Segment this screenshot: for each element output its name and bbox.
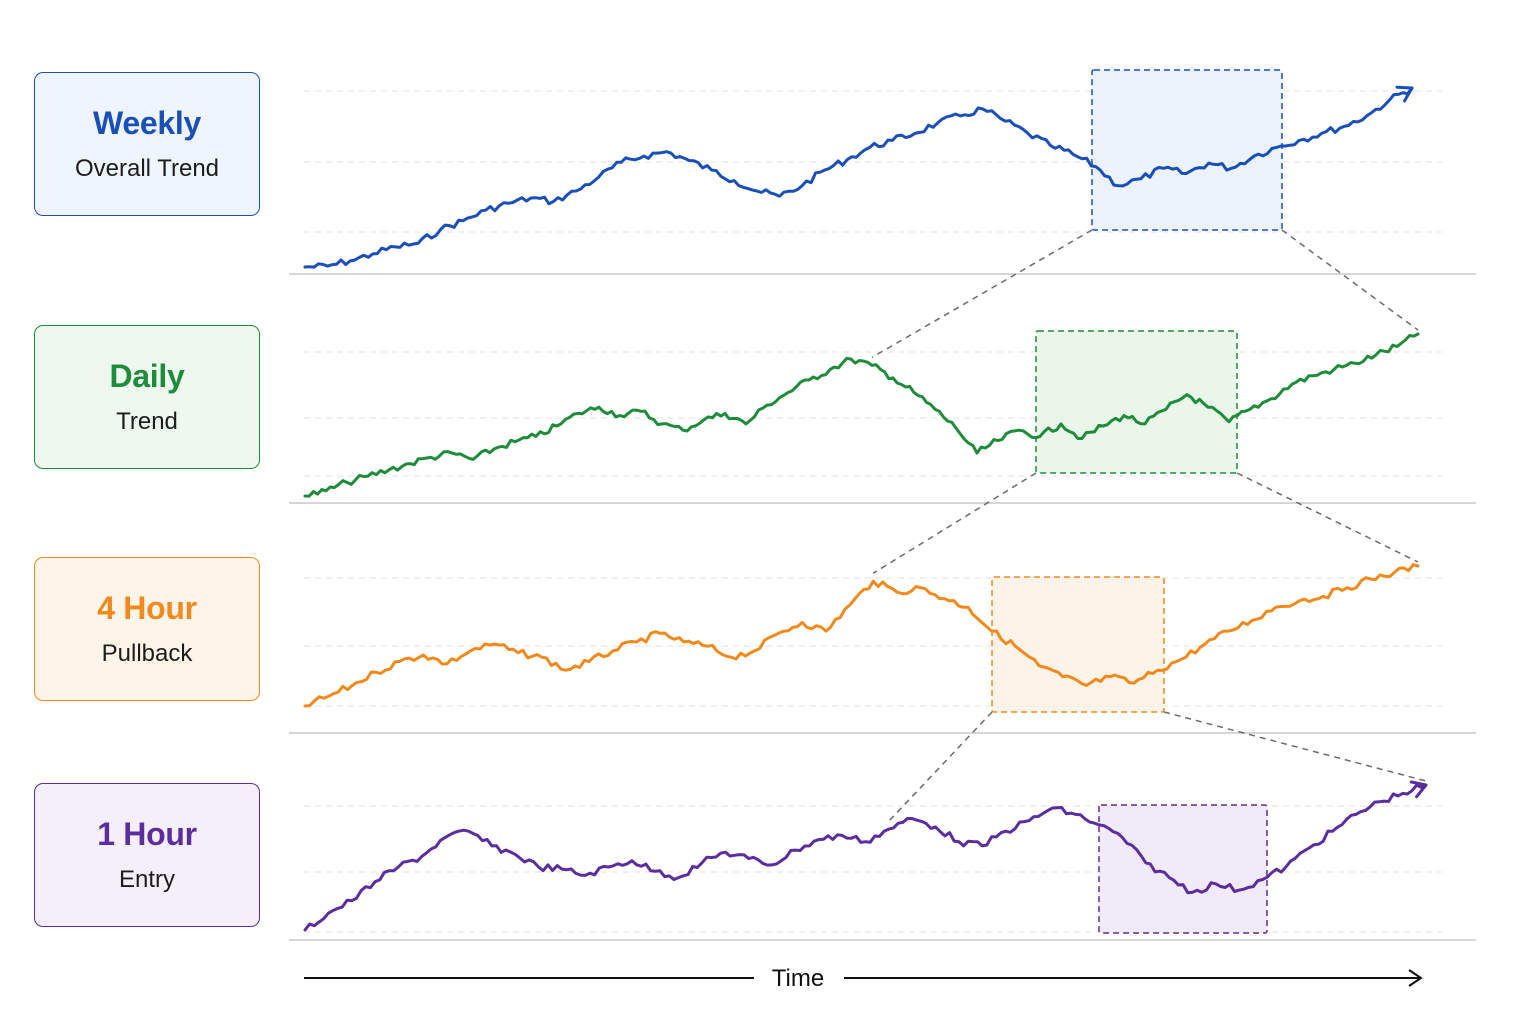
four-hour-price-line <box>303 563 1420 708</box>
four-hour-title: 4 Hour <box>97 590 197 626</box>
daily-to-four-hour-connector-right <box>1236 472 1419 563</box>
weekly-to-daily-connector-right <box>1281 229 1419 331</box>
weekly-price-line <box>303 86 1414 269</box>
weekly-subtitle: Overall Trend <box>74 155 220 182</box>
daily-subtitle: Trend <box>116 408 178 435</box>
x-axis-label: Time <box>772 965 824 992</box>
four-hour-to-one-hour-connector-left <box>888 711 993 822</box>
connector-layer <box>871 229 1427 822</box>
one-hour-subtitle: Entry <box>118 866 175 893</box>
daily-title: Daily <box>109 358 185 394</box>
four-hour-to-one-hour-connector-right <box>1163 711 1427 782</box>
weekly-label-box: Weekly Overall Trend <box>34 72 260 216</box>
one-hour-label-box: 1 Hour Entry <box>34 783 260 927</box>
daily-zoom-box <box>1035 330 1238 474</box>
series-layer <box>303 85 1428 932</box>
one-hour-title: 1 Hour <box>97 816 197 852</box>
one-hour-zoom-box <box>1098 804 1268 934</box>
time-axis-arrow-icon <box>1408 969 1423 987</box>
weekly-zoom-box <box>1091 69 1283 231</box>
daily-label-box: Daily Trend <box>34 325 260 469</box>
weekly-title: Weekly <box>93 105 201 141</box>
one-hour-trend-arrow-icon <box>1409 780 1428 799</box>
daily-price-line <box>303 332 1420 498</box>
x-axis: Time <box>304 965 1423 992</box>
four-hour-label-box: 4 Hour Pullback <box>34 557 260 701</box>
four-hour-subtitle: Pullback <box>101 640 193 667</box>
one-hour-price-line <box>303 783 1428 932</box>
weekly-to-daily-connector-left <box>871 229 1093 359</box>
daily-to-four-hour-connector-left <box>872 472 1037 574</box>
zoom-box-layer <box>991 69 1283 934</box>
weekly-trend-arrow-icon <box>1395 85 1414 103</box>
four-hour-zoom-box <box>991 576 1165 713</box>
